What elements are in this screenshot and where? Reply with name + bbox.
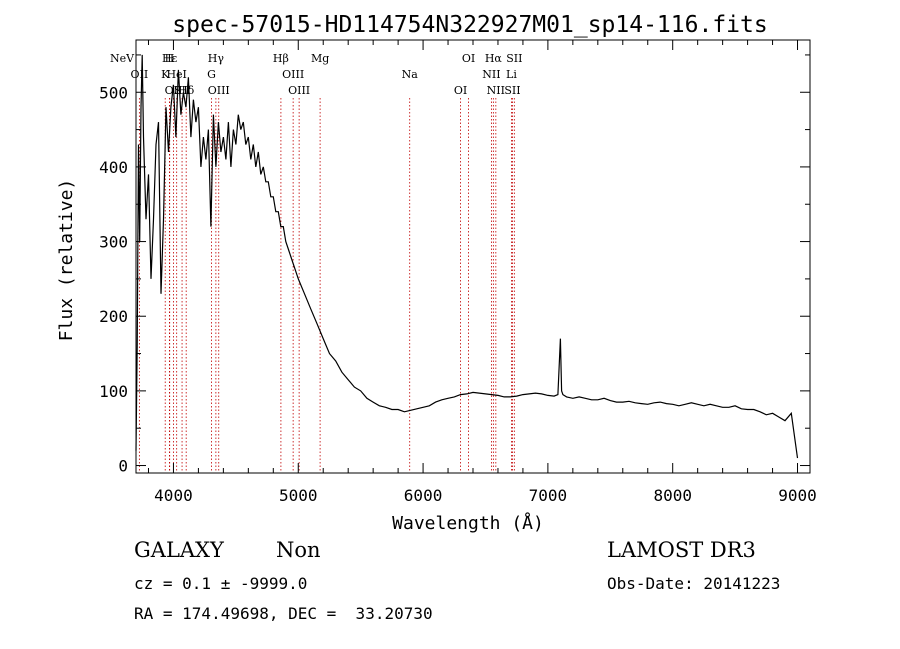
redshift-info: cz = 0.1 ± -9999.0 <box>134 574 307 593</box>
emission-line-label: K <box>161 68 170 81</box>
emission-line-label: Hγ <box>208 52 225 65</box>
class-label: GALAXY <box>134 538 224 562</box>
emission-line-label: Na <box>402 68 419 81</box>
x-axis-label: Wavelength (Å) <box>392 512 544 534</box>
coordinates-info: RA = 174.49698, DEC = 33.20730 <box>134 604 433 623</box>
survey-name: LAMOST DR3 <box>607 538 756 562</box>
emission-line-label: SII <box>504 84 520 97</box>
emission-line-label: Li <box>506 68 517 81</box>
emission-line-label: Hβ <box>273 52 289 65</box>
emission-line-label: H <box>165 52 175 65</box>
y-tick-label: 0 <box>118 457 128 476</box>
emission-line-label: OII <box>131 68 149 81</box>
y-tick-label: 300 <box>99 233 128 252</box>
emission-line-label: SII <box>506 52 522 65</box>
x-tick-label: 7000 <box>529 486 568 505</box>
emission-line-label: NII <box>482 68 500 81</box>
x-tick-label: 5000 <box>279 486 318 505</box>
emission-line-label: G <box>207 68 216 81</box>
cz-label: cz = 0.1 ± -9999.0 <box>134 574 308 593</box>
emission-line-label: Hδ <box>178 84 195 97</box>
y-axis-label: Flux (relative) <box>56 179 77 342</box>
emission-line-label: OIII <box>288 84 310 97</box>
obs-date-info: Obs-Date: 20141223 <box>607 574 780 593</box>
emission-line-label: NII <box>487 84 505 97</box>
obs-date-label: Obs-Date: 20141223 <box>607 574 781 593</box>
x-tick-label: 9000 <box>778 486 817 505</box>
x-tick-label: 4000 <box>154 486 193 505</box>
emission-line-label: Mg <box>311 52 329 65</box>
y-tick-label: 500 <box>99 83 128 102</box>
survey-label: LAMOST DR3 <box>607 538 756 562</box>
emission-line-label: Hε <box>162 52 178 65</box>
radec-label: RA = 174.49698, DEC = 33.20730 <box>134 604 433 623</box>
plot-frame <box>135 39 811 474</box>
x-tick-label: 6000 <box>404 486 443 505</box>
emission-line-label: OIII <box>208 84 230 97</box>
emission-line-label: HeI <box>166 68 186 81</box>
emission-line-labels: NeVOIIOIIHεHeIHδHKSIIHγGOIIIHβOIIIOIIIMg… <box>110 52 522 97</box>
object-subclass: Non <box>276 538 321 562</box>
subclass-label: Non <box>276 538 321 562</box>
emission-line-label: OI <box>462 52 475 65</box>
emission-line-label: OIII <box>282 68 304 81</box>
emission-line-label: Hα <box>485 52 503 65</box>
emission-line-label: OI <box>454 84 467 97</box>
emission-line-markers <box>138 98 515 473</box>
x-axis-ticks: 4000 5000 6000 7000 8000 9000 <box>147 40 817 505</box>
chart-title: spec-57015-HD114754N322927M01_sp14-116.f… <box>172 12 767 38</box>
x-tick-label: 8000 <box>653 486 692 505</box>
emission-line-label: NeV <box>110 52 135 65</box>
spectrum-series-line <box>135 54 799 459</box>
y-tick-label: 200 <box>99 307 128 326</box>
object-class: GALAXY <box>134 538 224 562</box>
y-tick-label: 100 <box>99 382 128 401</box>
y-tick-label: 400 <box>99 158 128 177</box>
y-axis-ticks: 0 100 200 300 400 500 <box>99 54 810 476</box>
